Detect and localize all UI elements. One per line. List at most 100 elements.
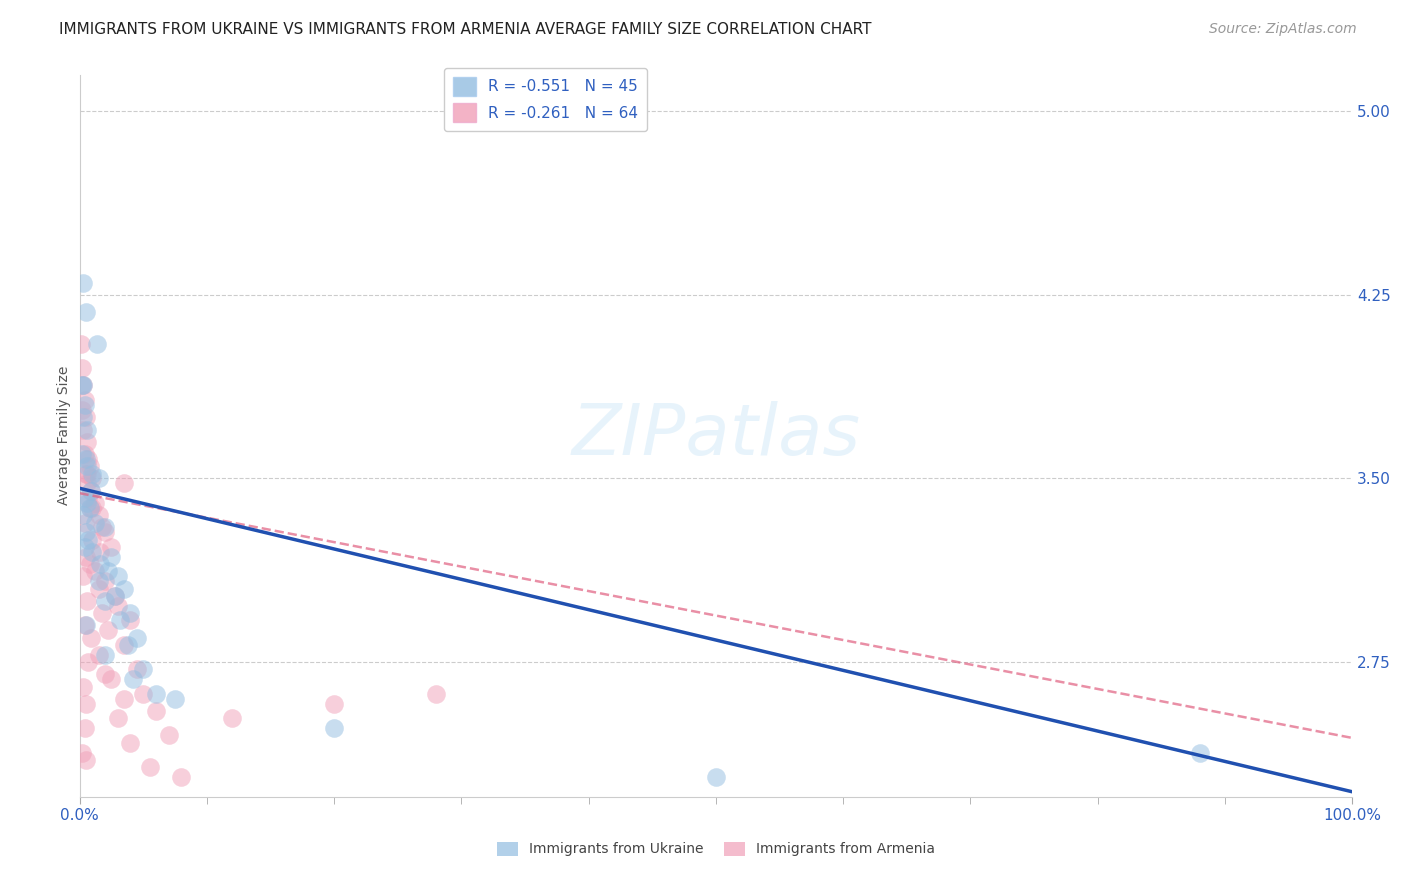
Point: [87, 471, 110, 485]
Point: [83, 516, 105, 530]
Point: [112, 582, 135, 596]
Point: [75, 305, 97, 319]
Point: [73, 618, 96, 632]
Point: [72, 378, 94, 392]
Point: [82, 500, 104, 515]
Point: [94, 594, 117, 608]
Point: [76, 467, 98, 481]
Point: [72, 569, 94, 583]
Point: [89, 545, 111, 559]
Point: [110, 614, 132, 628]
Point: [75, 697, 97, 711]
Point: [87, 582, 110, 596]
Point: [70, 378, 93, 392]
Point: [75, 618, 97, 632]
Point: [75, 410, 97, 425]
Point: [425, 687, 447, 701]
Y-axis label: Average Family Size: Average Family Size: [58, 366, 72, 506]
Point: [125, 631, 148, 645]
Point: [79, 500, 101, 515]
Point: [112, 691, 135, 706]
Point: [107, 569, 129, 583]
Point: [72, 680, 94, 694]
Point: [86, 336, 108, 351]
Point: [100, 549, 122, 564]
Legend: R = -0.551   N = 45, R = -0.261   N = 64: R = -0.551 N = 45, R = -0.261 N = 64: [443, 68, 647, 131]
Point: [107, 599, 129, 613]
Point: [77, 655, 100, 669]
Point: [87, 574, 110, 589]
Point: [76, 496, 98, 510]
Point: [704, 770, 727, 784]
Point: [117, 638, 139, 652]
Point: [82, 545, 104, 559]
Point: [73, 516, 96, 530]
Point: [72, 508, 94, 523]
Point: [112, 476, 135, 491]
Point: [221, 711, 243, 725]
Point: [82, 471, 104, 485]
Point: [1188, 746, 1211, 760]
Point: [83, 496, 105, 510]
Point: [94, 648, 117, 662]
Point: [138, 760, 160, 774]
Point: [75, 451, 97, 466]
Point: [100, 540, 122, 554]
Point: [94, 574, 117, 589]
Point: [76, 594, 98, 608]
Point: [96, 565, 118, 579]
Point: [73, 398, 96, 412]
Point: [73, 491, 96, 505]
Point: [122, 672, 145, 686]
Point: [87, 648, 110, 662]
Point: [75, 549, 97, 564]
Point: [79, 557, 101, 571]
Text: ZIPatlas: ZIPatlas: [571, 401, 860, 470]
Point: [79, 500, 101, 515]
Point: [157, 729, 180, 743]
Point: [120, 614, 142, 628]
Point: [77, 451, 100, 466]
Point: [104, 589, 127, 603]
Point: [80, 483, 103, 498]
Point: [80, 483, 103, 498]
Point: [100, 672, 122, 686]
Point: [94, 525, 117, 540]
Point: [323, 697, 346, 711]
Point: [82, 467, 104, 481]
Point: [91, 520, 114, 534]
Point: [70, 746, 93, 760]
Point: [91, 606, 114, 620]
Point: [76, 476, 98, 491]
Point: [70, 447, 93, 461]
Point: [73, 393, 96, 408]
Point: [125, 662, 148, 676]
Point: [70, 361, 93, 376]
Point: [75, 525, 97, 540]
Point: [72, 378, 94, 392]
Point: [87, 508, 110, 523]
Point: [323, 721, 346, 735]
Point: [89, 557, 111, 571]
Point: [82, 533, 104, 547]
Point: [80, 631, 103, 645]
Point: [77, 491, 100, 505]
Point: [79, 459, 101, 474]
Text: IMMIGRANTS FROM UKRAINE VS IMMIGRANTS FROM ARMENIA AVERAGE FAMILY SIZE CORRELATI: IMMIGRANTS FROM UKRAINE VS IMMIGRANTS FR…: [59, 22, 872, 37]
Point: [94, 667, 117, 681]
Point: [75, 467, 97, 481]
Point: [73, 540, 96, 554]
Point: [69, 336, 91, 351]
Point: [75, 753, 97, 767]
Point: [163, 691, 186, 706]
Point: [70, 403, 93, 417]
Point: [73, 447, 96, 461]
Point: [76, 434, 98, 449]
Point: [76, 423, 98, 437]
Point: [94, 520, 117, 534]
Point: [104, 589, 127, 603]
Point: [107, 711, 129, 725]
Point: [112, 638, 135, 652]
Point: [72, 410, 94, 425]
Point: [120, 736, 142, 750]
